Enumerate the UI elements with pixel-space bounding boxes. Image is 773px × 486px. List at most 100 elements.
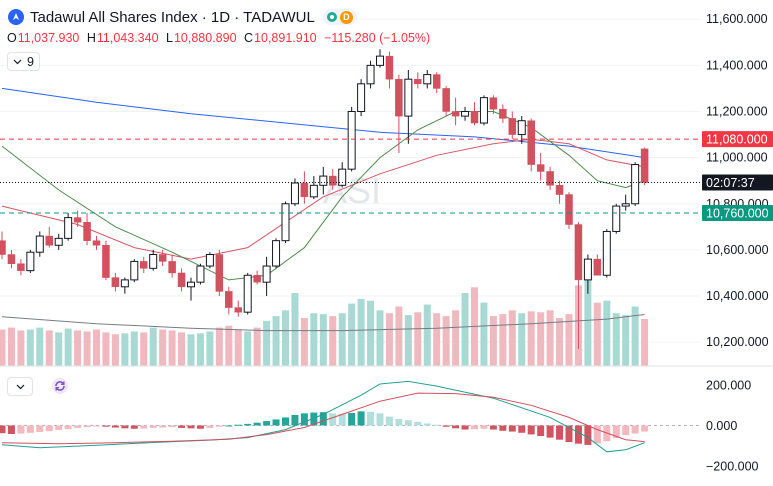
volume-bar <box>584 277 592 366</box>
signal-line <box>1 392 645 445</box>
candle-body <box>35 235 44 253</box>
candle-body <box>432 74 441 89</box>
candle-body <box>395 78 403 117</box>
price-label-bg <box>702 174 773 191</box>
volume-bar <box>348 303 356 366</box>
candle-body <box>17 263 25 271</box>
volume-bar <box>244 331 252 366</box>
histogram-bar <box>111 425 119 428</box>
histogram-bar <box>253 422 261 426</box>
candle-body <box>470 111 479 124</box>
histogram-bar <box>461 425 469 430</box>
volume-bar <box>593 302 601 366</box>
candle-body <box>26 251 35 272</box>
candle-body <box>602 230 611 276</box>
high-value: 11,043.340 <box>96 31 159 45</box>
volume-bar <box>0 329 6 366</box>
close-value: 10,891.910 <box>254 31 317 45</box>
open-label: O <box>7 31 17 45</box>
candle-body <box>205 254 214 267</box>
histogram-bar <box>574 425 582 444</box>
volume-bar <box>102 332 110 366</box>
volume-bar <box>300 318 308 366</box>
candle-body <box>158 254 167 262</box>
indicators-toggle[interactable]: 9 <box>7 52 40 71</box>
volume-bar <box>272 316 280 366</box>
histogram-bar <box>319 412 327 426</box>
histogram-bar <box>452 425 460 429</box>
histogram-bar <box>225 425 233 427</box>
volume-bar <box>442 316 450 366</box>
volume-bar <box>7 327 15 366</box>
candle-body <box>64 217 73 239</box>
price-axis-tick: 10,200.000 <box>706 335 769 349</box>
candle-body <box>253 275 261 283</box>
histogram-bar <box>300 413 308 426</box>
candle-body <box>92 240 101 246</box>
symbol-title[interactable]: Tadawul All Shares Index · 1D · TADAWUL <box>30 8 315 26</box>
candle-body <box>376 55 384 66</box>
volume-bar <box>385 313 393 366</box>
volume-bar <box>565 314 573 366</box>
moving-averages <box>1 87 645 332</box>
histogram-bar <box>480 425 488 429</box>
volume-bar <box>357 298 365 366</box>
candle-body <box>479 97 488 124</box>
histogram-bar <box>234 424 242 426</box>
moving-average-line <box>1 314 645 332</box>
volume-bar <box>187 334 195 366</box>
volume-bar <box>196 333 204 366</box>
histogram-bar <box>489 425 497 430</box>
histogram-bar <box>244 423 252 426</box>
histogram-bar <box>329 413 337 426</box>
histogram-bar <box>17 425 25 434</box>
price-axis-tick: 11,200.000 <box>706 104 768 118</box>
histogram-bar <box>442 425 450 427</box>
candle-body <box>7 254 16 264</box>
histogram-bar <box>556 425 564 440</box>
candle-body <box>196 265 205 283</box>
volume-bar <box>518 313 526 366</box>
volume-bar <box>452 310 460 366</box>
volume-bar <box>168 330 176 366</box>
candle-body <box>319 175 328 186</box>
histogram-bar <box>367 411 375 426</box>
price-axis-tick: 11,000.000 <box>706 151 768 165</box>
candle-body <box>583 258 592 281</box>
oscillator-pane: 200.000 0.000 −200.000 <box>0 379 759 473</box>
market-status-pill[interactable]: D <box>322 9 357 25</box>
price-axis-tick: 11,400.000 <box>706 58 768 72</box>
candle-body <box>83 221 91 241</box>
volume-bar <box>338 313 346 366</box>
open-value: 11,037.930 <box>17 31 80 45</box>
volume-bar <box>310 313 318 366</box>
histogram-bar <box>36 425 44 432</box>
histogram-bar <box>130 425 138 429</box>
histogram-bar <box>631 425 639 434</box>
candle-body <box>272 240 281 267</box>
histogram-bar <box>537 425 545 437</box>
histogram-bar <box>357 411 365 426</box>
volume-bar <box>499 314 507 366</box>
collapse-pane-button[interactable] <box>7 377 33 396</box>
candle-body <box>120 279 129 288</box>
candle-body <box>508 118 517 135</box>
histogram-bar <box>26 425 34 433</box>
histogram-bar <box>310 412 318 426</box>
histogram-bar <box>282 417 289 426</box>
chevron-down-icon <box>13 59 22 64</box>
histogram-bar <box>0 425 6 434</box>
histogram-bar <box>527 425 535 435</box>
volume-bar <box>178 332 186 366</box>
histogram-bar <box>622 425 630 436</box>
volume-bar <box>45 330 53 366</box>
indicator-count: 9 <box>27 54 34 69</box>
price-label: 11,080.000 <box>706 133 768 147</box>
volume-bar <box>140 332 148 366</box>
sync-icon[interactable] <box>50 376 69 395</box>
volume-bars <box>0 277 649 366</box>
candle-body <box>404 78 413 117</box>
candle-body <box>262 265 271 283</box>
candle-body <box>140 261 148 269</box>
